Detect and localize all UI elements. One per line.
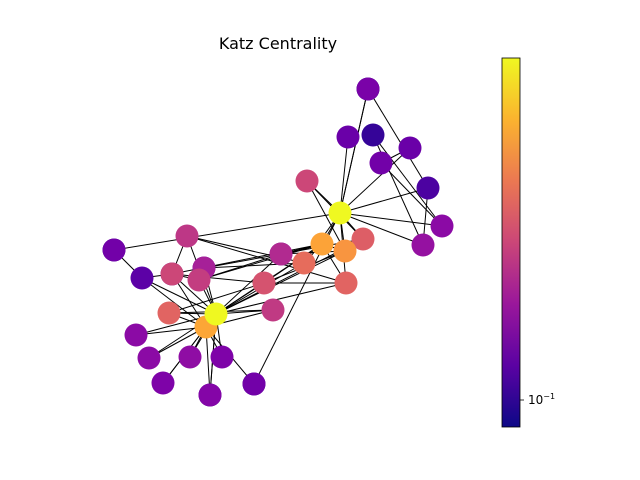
edge-26-29 (380, 162, 443, 227)
node-0 (204, 302, 228, 326)
node-30 (411, 233, 435, 257)
edge-28-31 (367, 88, 429, 189)
edge-23-29 (339, 212, 443, 227)
edge-23-27 (339, 147, 411, 214)
node-26 (369, 151, 393, 175)
edge-23-28 (339, 187, 429, 214)
node-5 (187, 268, 211, 292)
edge-19-21 (306, 180, 346, 252)
edge-23-32 (339, 88, 369, 214)
colorbar-tick-exponent: −1 (543, 392, 555, 401)
node-19 (333, 239, 357, 263)
colorbar-gradient (502, 58, 520, 427)
node-21 (295, 169, 319, 193)
colorbar-frame (501, 57, 521, 428)
edge-0-15 (215, 253, 282, 315)
node-7 (151, 371, 175, 395)
node-16 (292, 251, 316, 275)
colorbar-tick-base: 10 (528, 393, 543, 407)
node-6 (137, 346, 161, 370)
colorbar-tick-label: 10−1 (528, 392, 555, 407)
network-nodes (102, 77, 454, 407)
edge-25-29 (372, 134, 443, 227)
node-14 (252, 271, 276, 295)
node-12 (130, 266, 154, 290)
node-9 (210, 345, 234, 369)
node-10 (198, 383, 222, 407)
edge-0-12 (141, 277, 217, 315)
node-15 (269, 242, 293, 266)
node-25 (361, 123, 385, 147)
node-2 (157, 301, 181, 325)
edge-5-15 (198, 253, 282, 281)
node-31 (356, 77, 380, 101)
network-edges (113, 88, 443, 396)
edge-1-11 (135, 326, 207, 336)
node-11 (124, 323, 148, 347)
node-13 (261, 298, 285, 322)
node-20 (351, 227, 375, 251)
figure-title: Katz Centrality (219, 34, 337, 53)
colorbar: 10−1 (501, 57, 555, 428)
node-29 (430, 214, 454, 238)
node-36 (102, 238, 126, 262)
node-17 (310, 232, 334, 256)
node-27 (398, 136, 422, 160)
edge-23-34 (113, 212, 341, 251)
node-18 (334, 271, 358, 295)
edge-0-18 (215, 282, 347, 315)
edge-18-22 (186, 235, 347, 284)
edge-23-24 (339, 136, 349, 214)
node-28 (416, 176, 440, 200)
node-23 (328, 201, 352, 225)
node-24 (336, 125, 360, 149)
node-37 (242, 372, 266, 396)
node-3 (160, 262, 184, 286)
edge-1-12 (141, 277, 207, 328)
edge-4-15 (203, 253, 282, 269)
node-8 (178, 345, 202, 369)
edge-4-16 (203, 262, 305, 269)
edge-23-30 (339, 212, 424, 246)
edge-39-14 (171, 273, 265, 284)
edge-2-14 (168, 282, 265, 314)
node-22 (175, 224, 199, 248)
